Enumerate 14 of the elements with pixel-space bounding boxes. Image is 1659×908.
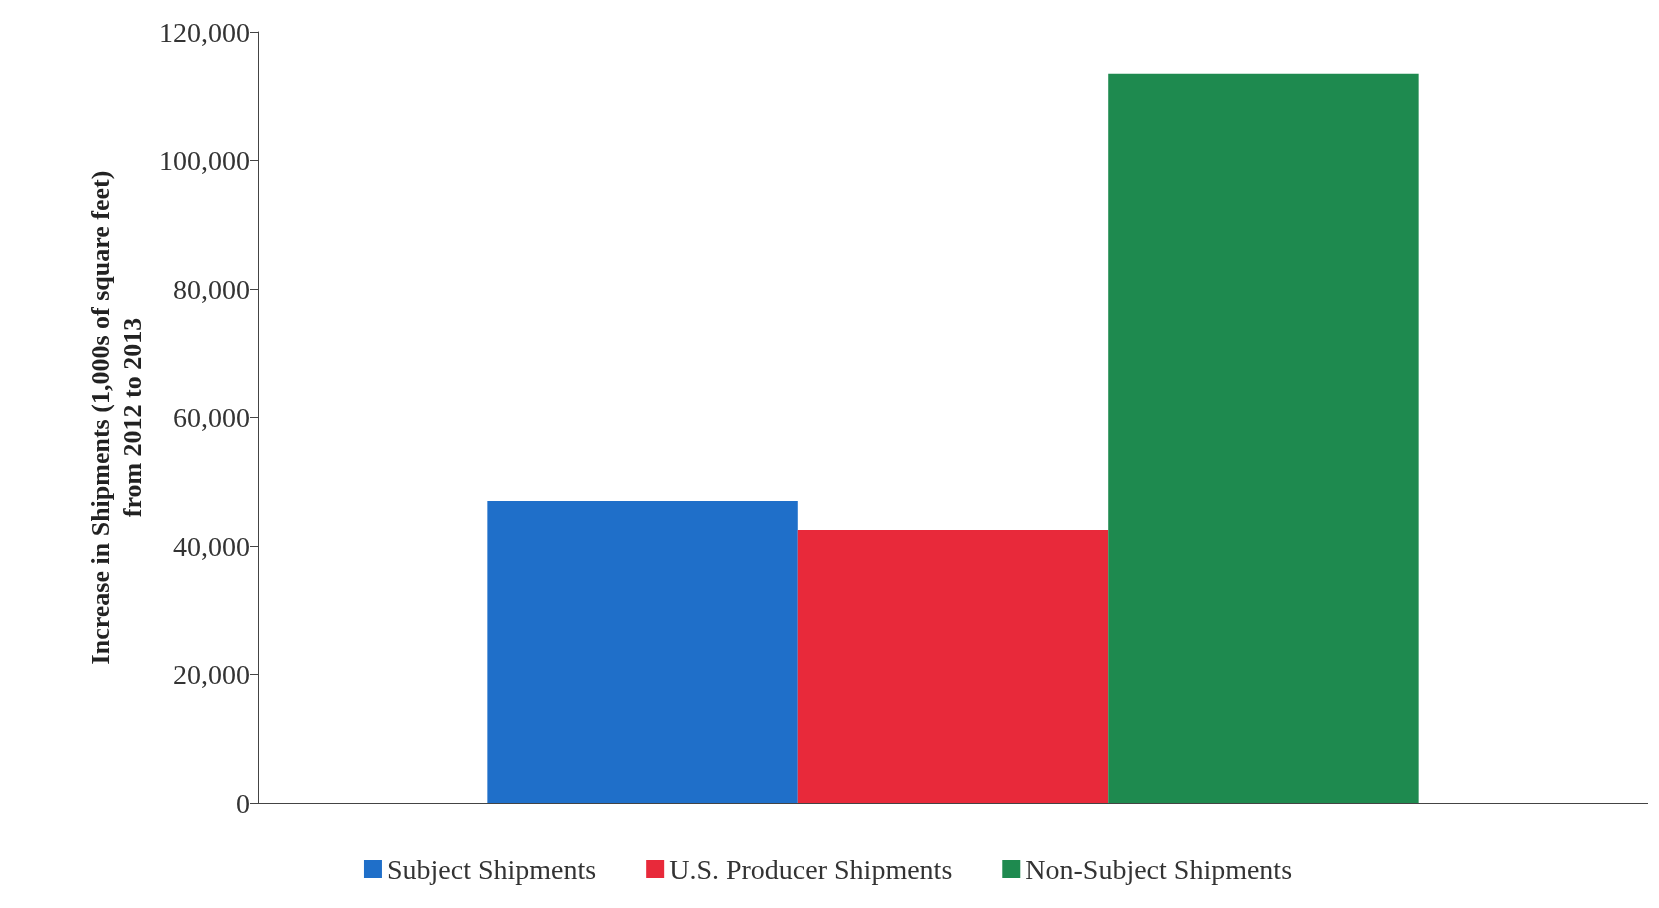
bar <box>487 501 798 803</box>
bar <box>1108 73 1419 803</box>
y-tick-label: 60,000 <box>173 402 250 433</box>
y-tick-label: 100,000 <box>159 145 250 176</box>
y-tick-label: 80,000 <box>173 273 250 305</box>
y-axis-title: Increase in Shipments (1,000s of square feet) from 2012 to 2013 <box>85 170 147 665</box>
y-tick-label: 0 <box>236 787 250 819</box>
y-tick-label: 20,000 <box>173 659 250 690</box>
bar <box>797 529 1109 803</box>
y-tick-label: 40,000 <box>173 530 250 562</box>
legend-label: Subject Shipments <box>386 853 597 885</box>
y-tick-label: 120,000 <box>159 16 250 48</box>
legend-label: Non-Subject Shipments <box>1025 853 1293 885</box>
legend-label: U.S. Producer Shipments <box>669 853 953 885</box>
